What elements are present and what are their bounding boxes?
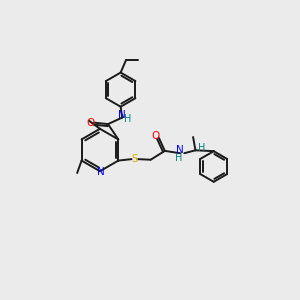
Text: N: N [97, 167, 104, 177]
Text: O: O [87, 118, 95, 128]
Text: S: S [131, 154, 138, 164]
Text: O: O [152, 131, 160, 141]
Text: H: H [198, 143, 206, 153]
Text: H: H [124, 114, 132, 124]
Text: N: N [118, 110, 126, 120]
Text: H: H [175, 153, 182, 163]
Text: N: N [176, 145, 184, 155]
